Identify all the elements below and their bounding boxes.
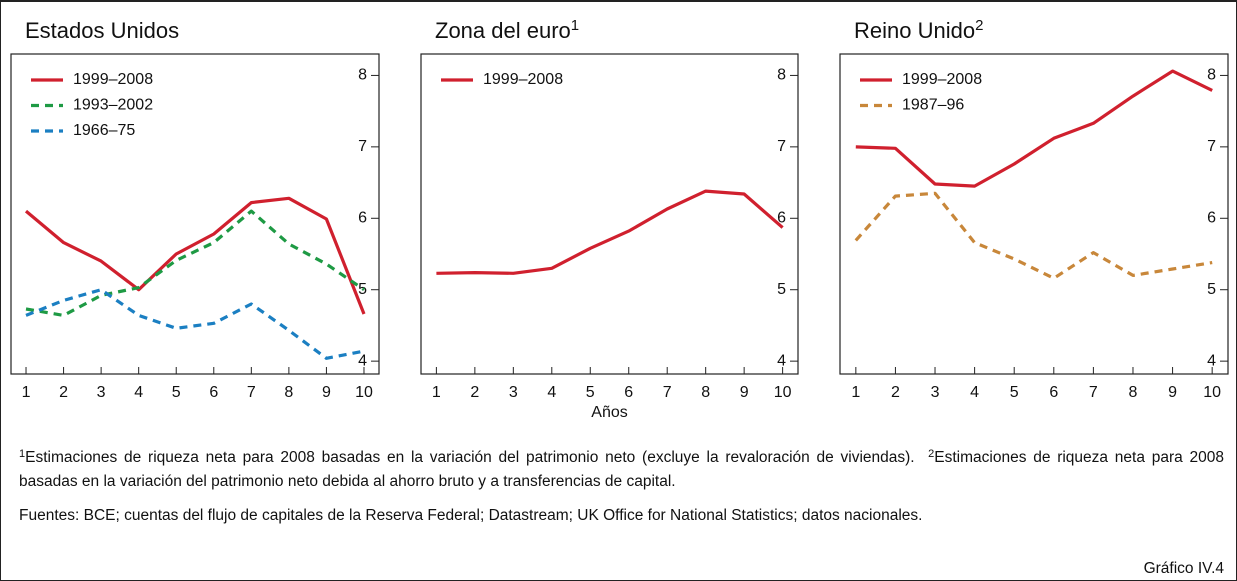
y-tick-label: 7 (1207, 138, 1216, 155)
x-tick-label: 9 (740, 384, 749, 401)
panel-title: Reino Unido2 (854, 17, 983, 43)
x-axis-label: Años (591, 404, 627, 421)
y-tick-label: 4 (358, 352, 367, 369)
charts: Estados Unidos 4 5 6 7 8 1 2 3 4 5 6 7 8 9 10 1999–2008 1… (10, 17, 1229, 421)
figure-label: Gráfico IV.4 (1143, 560, 1224, 577)
panel-title: Zona del euro1 (435, 17, 579, 43)
plot-frame (10, 53, 380, 375)
legend-label: 1987–96 (902, 97, 964, 114)
x-tick-label: 9 (1168, 384, 1177, 401)
y-tick-label: 7 (358, 138, 367, 155)
x-tick-label: 1 (22, 384, 31, 401)
series-line (855, 69, 1213, 188)
y-tick-label: 8 (777, 67, 786, 84)
y-tick-label: 4 (777, 352, 786, 369)
note-marker: 2 (928, 448, 935, 460)
series-line (854, 191, 1213, 280)
x-tick-label: 2 (891, 384, 900, 401)
legend-label: 1993–2002 (73, 97, 153, 114)
x-tick-label: 2 (59, 384, 68, 401)
y-tick-label: 4 (1207, 352, 1216, 369)
x-tick-label: 4 (970, 384, 979, 401)
legend-label: 1999–2008 (483, 71, 563, 88)
y-tick-label: 7 (777, 138, 786, 155)
x-tick-label: 2 (470, 384, 479, 401)
x-tick-label: 9 (322, 384, 331, 401)
x-tick-label: 4 (547, 384, 556, 401)
x-tick-label: 8 (701, 384, 710, 401)
x-tick-label: 3 (509, 384, 518, 401)
panel-title: Estados Unidos (25, 18, 179, 43)
x-tick-label: 1 (851, 384, 860, 401)
x-tick-label: 6 (1049, 384, 1058, 401)
x-tick-label: 5 (172, 384, 181, 401)
note-marker: 1 (19, 448, 26, 460)
y-tick-label: 5 (777, 281, 786, 298)
panel-title-text: Estados Unidos (25, 18, 179, 43)
note-text: Estimaciones de riqueza neta para 2008 b… (19, 449, 1224, 490)
x-tick-label: 5 (1010, 384, 1019, 401)
x-tick-label: 3 (931, 384, 940, 401)
x-tick-label: 7 (663, 384, 672, 401)
panel-title-text: Reino Unido (854, 18, 975, 43)
plot-frame (420, 53, 799, 375)
x-tick-label: 8 (1129, 384, 1138, 401)
x-tick-label: 6 (624, 384, 633, 401)
x-tick-label: 1 (432, 384, 441, 401)
series-line (436, 189, 784, 275)
y-tick-label: 8 (1207, 67, 1216, 84)
legend-label: 1999–2008 (902, 71, 982, 88)
legend-label: 1999–2008 (73, 71, 153, 88)
sources: Fuentes: BCE; cuentas del flujo de capit… (19, 507, 923, 524)
footnote-block: 1Estimaciones de riqueza neta para 2008 … (19, 442, 1224, 494)
title-note: 1 (571, 17, 579, 34)
title-note: 2 (975, 17, 983, 34)
x-tick-label: 8 (284, 384, 293, 401)
x-tick-label: 10 (355, 384, 373, 401)
legend-label: 1966–75 (73, 122, 135, 139)
x-tick-label: 6 (209, 384, 218, 401)
plot-frame (839, 53, 1229, 375)
x-tick-label: 10 (774, 384, 792, 401)
y-tick-label: 6 (777, 210, 786, 227)
x-tick-label: 4 (134, 384, 143, 401)
series-line (25, 288, 365, 360)
x-tick-label: 5 (586, 384, 595, 401)
y-tick-label: 8 (358, 67, 367, 84)
footnotes: 1Estimaciones de riqueza neta para 2008 … (19, 442, 1224, 538)
panel-title-text: Zona del euro (435, 18, 571, 43)
y-tick-label: 6 (1207, 210, 1216, 227)
y-tick-label: 6 (358, 210, 367, 227)
series-line (25, 209, 365, 317)
x-tick-label: 10 (1203, 384, 1221, 401)
series-line (24, 196, 366, 315)
y-tick-label: 5 (1207, 281, 1216, 298)
x-tick-label: 3 (97, 384, 106, 401)
x-tick-label: 7 (1089, 384, 1098, 401)
x-tick-label: 7 (247, 384, 256, 401)
note-text: Estimaciones de riqueza neta para 2008 b… (25, 449, 915, 466)
